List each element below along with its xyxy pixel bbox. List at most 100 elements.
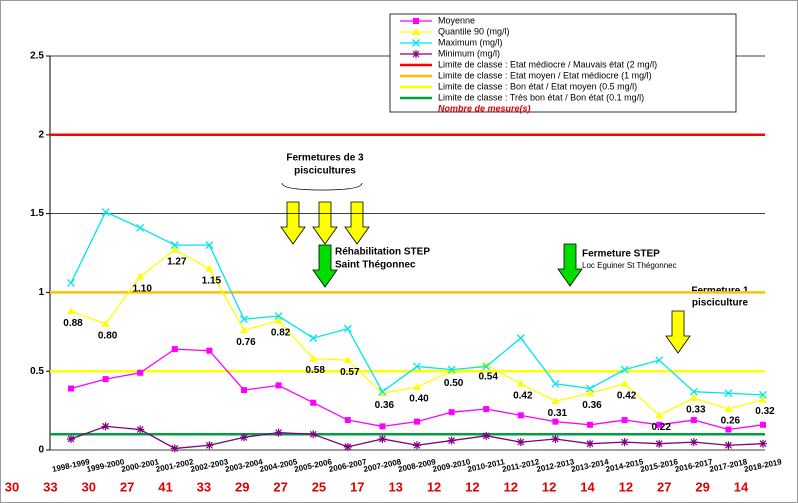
legend-label: Limite de classe : Bon état / Etat moyen… xyxy=(438,81,637,91)
legend-label: Limite de classe : Etat moyen / Etat méd… xyxy=(438,70,652,80)
point xyxy=(724,389,733,398)
y-tick-label: 1.5 xyxy=(30,208,44,219)
point xyxy=(413,18,419,24)
point xyxy=(483,406,490,413)
count-label: 27 xyxy=(273,479,287,494)
annotation: piscicultures xyxy=(294,166,356,177)
point xyxy=(170,444,179,453)
point xyxy=(101,319,110,327)
annotation: Saint Thégonnec xyxy=(335,260,416,271)
count-label: 12 xyxy=(619,479,633,494)
legend-label: Nombre de mesure(s) xyxy=(438,103,531,113)
data-label: 0.57 xyxy=(340,367,360,378)
y-tick-label: 0.5 xyxy=(30,366,44,377)
y-tick-label: 1 xyxy=(38,287,44,298)
point xyxy=(240,315,248,324)
point xyxy=(67,278,75,287)
point xyxy=(620,438,629,447)
count-label: 12 xyxy=(427,479,441,494)
count-label: 33 xyxy=(197,479,211,494)
data-label: 0.42 xyxy=(617,390,637,401)
point xyxy=(587,421,593,428)
point xyxy=(67,307,75,315)
point xyxy=(378,387,387,396)
point xyxy=(586,439,594,448)
data-label: 1.27 xyxy=(167,256,187,267)
point xyxy=(482,362,491,371)
y-tick-label: 2.5 xyxy=(30,51,44,62)
point xyxy=(482,431,491,440)
data-label: 0.33 xyxy=(686,405,706,416)
legend-label: Minimum (mg/l) xyxy=(438,48,500,58)
point xyxy=(620,379,629,387)
count-label: 30 xyxy=(5,479,19,494)
point xyxy=(412,50,420,58)
legend-label: Limite de classe : Très bon état / Bon é… xyxy=(438,92,644,102)
annotation: Fermeture STEP xyxy=(582,249,660,260)
count-label: 30 xyxy=(82,479,96,494)
point xyxy=(171,346,178,353)
point xyxy=(448,409,455,416)
point xyxy=(309,334,318,343)
point xyxy=(689,393,698,401)
point xyxy=(240,326,248,334)
data-label: 0.42 xyxy=(513,390,533,401)
count-label: 13 xyxy=(388,479,402,494)
count-label: 14 xyxy=(580,479,595,494)
point xyxy=(67,434,75,443)
count-label: 12 xyxy=(542,479,556,494)
data-label: 0.22 xyxy=(651,422,671,433)
point xyxy=(343,324,352,333)
point xyxy=(447,436,456,445)
point xyxy=(586,389,594,397)
point xyxy=(413,382,421,390)
point xyxy=(136,223,145,232)
point xyxy=(620,365,629,374)
point xyxy=(137,369,144,376)
point xyxy=(724,441,733,450)
data-label: 0.80 xyxy=(98,331,118,342)
point xyxy=(344,417,351,424)
point xyxy=(689,387,698,396)
point xyxy=(343,356,352,364)
point xyxy=(759,390,767,399)
count-label: 29 xyxy=(695,479,709,494)
point xyxy=(240,433,248,442)
data-label: 0.88 xyxy=(63,318,83,329)
point xyxy=(205,441,214,450)
data-label: 0.50 xyxy=(444,378,464,389)
point xyxy=(760,421,766,428)
count-label: 33 xyxy=(43,479,57,494)
point xyxy=(655,439,664,448)
point xyxy=(101,208,110,216)
annotation: Fermeture 1 xyxy=(691,286,749,297)
point xyxy=(379,423,386,430)
count-label: 27 xyxy=(657,479,671,494)
point xyxy=(412,39,420,47)
y-tick-label: 0 xyxy=(38,445,44,456)
point xyxy=(241,387,247,394)
data-label: 0.58 xyxy=(305,365,325,376)
annotation: Fermetures de 3 xyxy=(286,153,364,164)
point xyxy=(586,384,594,393)
legend-label: Limite de classe : Etat médiocre / Mauva… xyxy=(438,59,657,69)
point xyxy=(447,365,456,374)
point xyxy=(655,411,664,419)
point xyxy=(310,399,317,406)
data-label: 0.36 xyxy=(375,400,395,411)
point xyxy=(689,438,698,447)
point xyxy=(205,241,214,250)
data-label: 0.40 xyxy=(409,394,429,405)
data-label: 0.31 xyxy=(548,408,568,419)
point xyxy=(725,426,732,433)
point xyxy=(621,417,628,424)
point xyxy=(309,430,318,439)
annotation: Réhabilitation STEP xyxy=(335,247,430,258)
point xyxy=(101,422,110,431)
arrows xyxy=(280,182,691,354)
point xyxy=(552,418,559,425)
annotation: pisciculture xyxy=(692,298,749,309)
point xyxy=(516,334,525,343)
data-label: 0.82 xyxy=(271,327,291,338)
